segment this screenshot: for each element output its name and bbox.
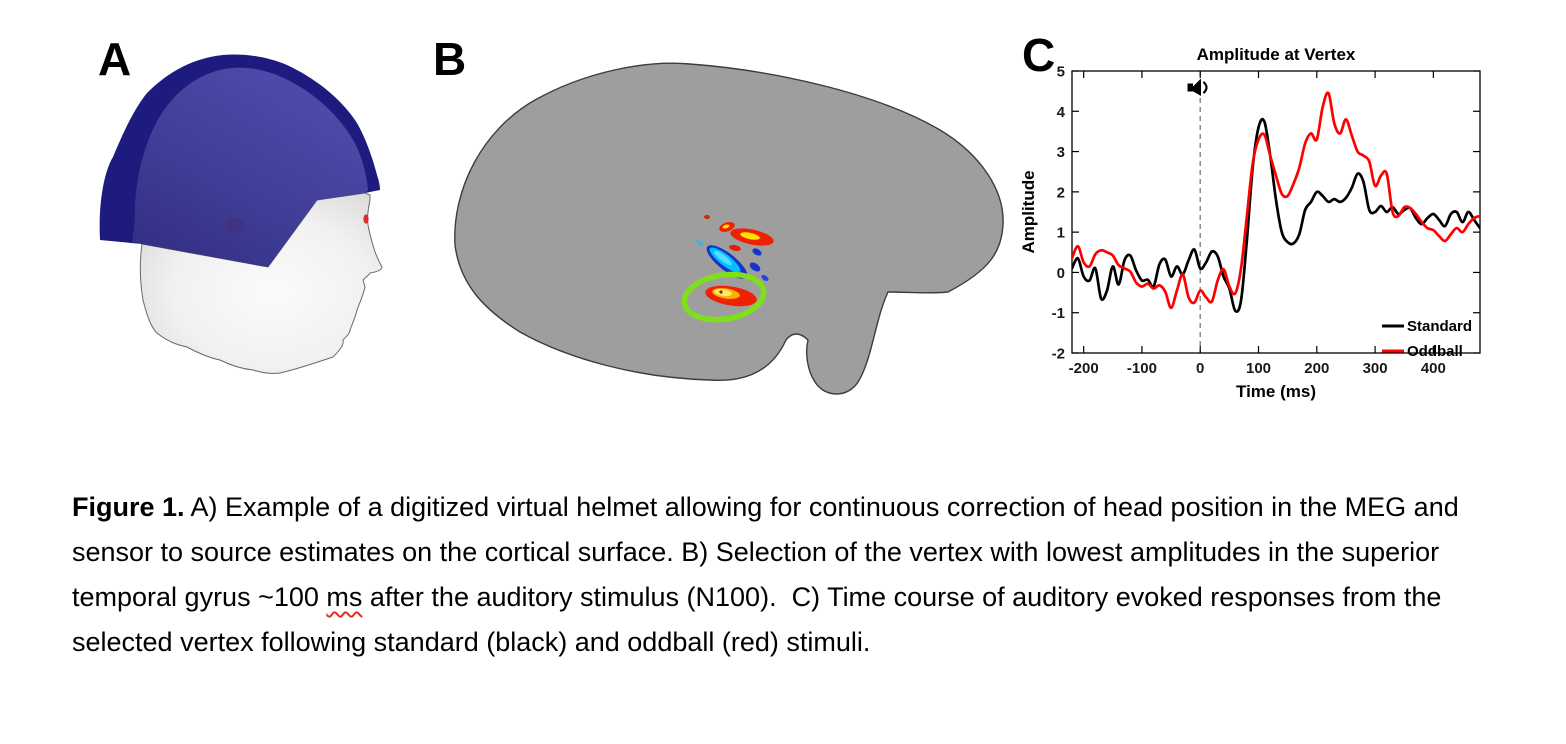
y-tick-label: 4 (1057, 104, 1066, 121)
legend-label-oddball: Oddball (1407, 343, 1463, 360)
x-tick-label: -100 (1127, 360, 1157, 377)
trace-oddball (1072, 91, 1480, 310)
x-tick-label: 300 (1363, 360, 1388, 377)
chart-title: Amplitude at Vertex (1197, 45, 1356, 64)
x-tick-label: 400 (1421, 360, 1446, 377)
caption-segment: Figure 1. (72, 492, 185, 522)
activation-blob-blue (696, 240, 769, 282)
y-tick-label: 5 (1057, 64, 1065, 81)
head-helmet-graphic (99, 54, 383, 374)
activation-blob-red-top (704, 215, 774, 252)
plot-box (1071, 70, 1481, 354)
panel-a-label: A (98, 33, 132, 85)
selection-circle (681, 271, 767, 323)
head-silhouette (139, 192, 383, 374)
panel-b-label: B (433, 33, 467, 85)
chart-axes (1071, 70, 1481, 354)
chart-labels: -200 -100 0 100 200 300 400 -2 -1 0 1 2 3 4 5 Amplitude… (1020, 45, 1446, 401)
amplitude-chart: -200 -100 0 100 200 300 400 -2 -1 0 1 2 3 4 5 Amplitude… (1020, 45, 1481, 401)
y-tick-label: -2 (1052, 346, 1065, 363)
panel-c-label: C (1022, 29, 1056, 81)
caption-segment: A) Example of a digitized virtual helmet… (72, 492, 1467, 612)
y-tick-label: 3 (1057, 144, 1065, 161)
trace-standard (1072, 117, 1480, 313)
caption-segment: ms (326, 582, 363, 612)
y-tick-label: -1 (1052, 305, 1065, 322)
activation-blob-red-selected (705, 285, 757, 307)
eye-marker (363, 214, 369, 224)
x-tick-label: 100 (1246, 360, 1271, 377)
x-axis-label: Time (ms) (1236, 382, 1316, 401)
figure-caption: Figure 1. A) Example of a digitized virt… (72, 485, 1504, 665)
y-tick-label: 0 (1057, 265, 1065, 282)
x-tick-label: -200 (1069, 360, 1099, 377)
virtual-helmet-surface (132, 67, 368, 267)
panel-b: B (420, 30, 1020, 430)
y-axis-label: Amplitude (1020, 170, 1038, 253)
helmet-fiducial-mark (226, 218, 244, 232)
panel-a: A (60, 20, 420, 420)
panel-c: -200 -100 0 100 200 300 400 -2 -1 0 1 2 3 4 5 Amplitude… (1020, 30, 1566, 420)
x-tick-label: 0 (1196, 360, 1204, 377)
x-tick-label: 200 (1304, 360, 1329, 377)
legend-label-standard: Standard (1407, 318, 1472, 335)
speaker-icon (1187, 78, 1208, 96)
y-tick-label: 2 (1057, 184, 1065, 201)
y-tick-label: 1 (1057, 225, 1065, 242)
brain-graphic (454, 62, 1004, 395)
chart-legend: Standard Oddball (1382, 318, 1472, 360)
caption-segment: after the auditory stimulus (N100). C) T… (72, 582, 1449, 657)
chart-series (1072, 91, 1480, 313)
